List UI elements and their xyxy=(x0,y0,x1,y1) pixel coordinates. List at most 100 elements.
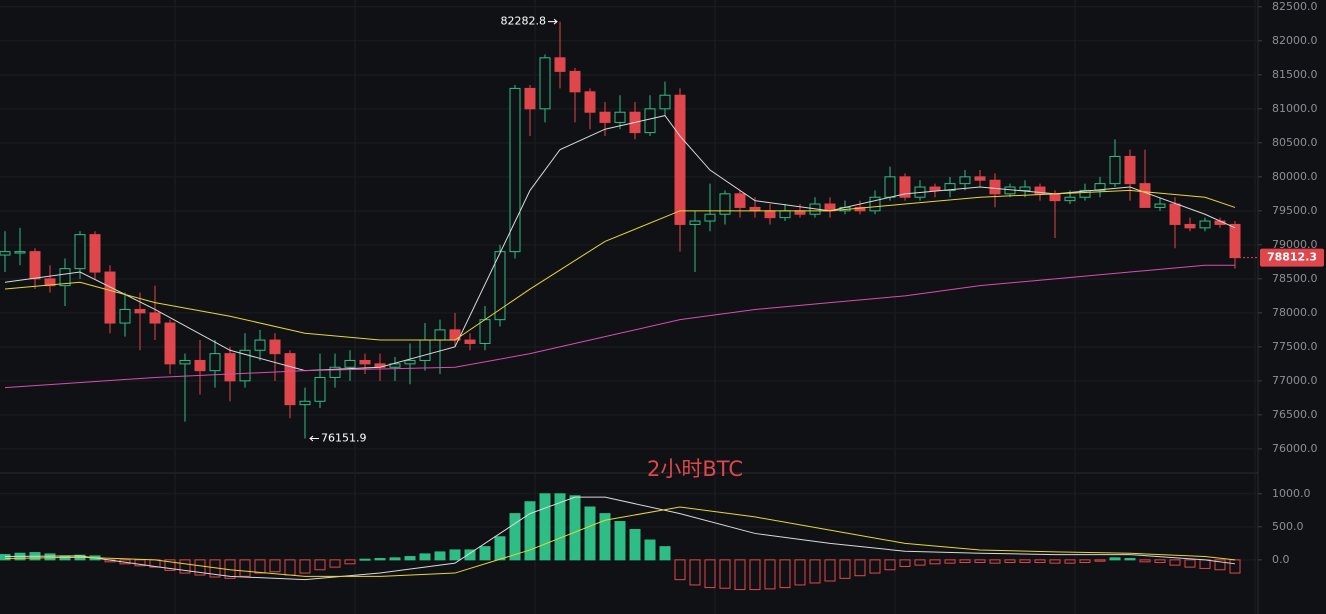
candle-body xyxy=(1139,183,1151,208)
candle-body xyxy=(359,359,371,365)
chart-title: 2小时BTC xyxy=(647,457,743,481)
macd-bar xyxy=(1079,559,1091,563)
macd-bar xyxy=(569,495,581,561)
macd-bar xyxy=(449,549,461,561)
candle-body xyxy=(509,87,521,253)
candle-body xyxy=(569,70,581,93)
y-tick-label: 82000.0 xyxy=(1272,34,1318,47)
macd-bar xyxy=(869,559,881,574)
candle-body xyxy=(1229,223,1241,259)
macd-bar xyxy=(1034,559,1046,563)
candle-body xyxy=(14,251,26,254)
macd-bar xyxy=(1094,559,1106,562)
candle-body xyxy=(1094,183,1106,191)
macd-bar xyxy=(989,559,1001,564)
candle-body xyxy=(1124,155,1136,185)
candle-body xyxy=(884,176,896,198)
candle-body xyxy=(329,366,341,378)
candle-body xyxy=(659,94,671,110)
y-tick-label: 0.0 xyxy=(1272,553,1290,566)
candle-body xyxy=(1169,203,1181,225)
candle-body xyxy=(794,210,806,215)
candle-body xyxy=(149,312,161,324)
macd-bar xyxy=(974,559,986,563)
macd-bar xyxy=(134,559,146,567)
macd-bar xyxy=(1124,558,1136,561)
candle-body xyxy=(764,210,776,219)
macd-bar xyxy=(764,559,776,590)
macd-bar xyxy=(1154,559,1166,563)
macd-bar xyxy=(899,559,911,567)
macd-bar xyxy=(1004,559,1016,563)
macd-bar xyxy=(779,559,791,589)
candle-body xyxy=(269,339,281,355)
candle-body xyxy=(524,87,536,110)
macd-bar xyxy=(359,558,371,561)
candle-body xyxy=(749,206,761,212)
candle-body xyxy=(389,363,401,368)
macd-bar xyxy=(839,559,851,579)
candle-body xyxy=(164,322,176,365)
candle-body xyxy=(194,359,206,372)
y-tick-label: 82500.0 xyxy=(1272,0,1318,13)
y-tick-label: 77500.0 xyxy=(1272,340,1318,353)
indicator-line xyxy=(4,496,1236,581)
candle-body xyxy=(44,278,56,287)
macd-bar xyxy=(374,558,386,561)
candle-body xyxy=(779,210,791,219)
y-tick-label: 500.0 xyxy=(1272,520,1304,533)
y-tick-label: 81000.0 xyxy=(1272,102,1318,115)
macd-bar xyxy=(44,553,56,561)
macd-bar xyxy=(719,559,731,589)
macd-bar xyxy=(434,551,446,561)
candle-body xyxy=(254,339,266,351)
candle-body xyxy=(299,400,311,406)
candle-body xyxy=(869,196,881,212)
candle-body xyxy=(554,57,566,72)
macd-bar xyxy=(1049,559,1061,564)
candle-body xyxy=(494,251,506,321)
macd-bar xyxy=(584,506,596,561)
y-tick-label: 1000.0 xyxy=(1272,487,1311,500)
last-price-label: 78812.3 xyxy=(1267,251,1317,264)
macd-bar xyxy=(164,559,176,571)
min-annotation: 76151.9 xyxy=(321,432,367,445)
macd-bar xyxy=(1139,559,1151,563)
macd-bar xyxy=(644,539,656,561)
macd-bar xyxy=(539,493,551,561)
macd-bar xyxy=(614,521,626,561)
candle-body xyxy=(1199,220,1211,229)
macd-bar xyxy=(1019,559,1031,563)
candle-body xyxy=(1049,193,1061,202)
macd-bar xyxy=(1109,557,1121,561)
y-tick-label: 80000.0 xyxy=(1272,170,1318,183)
last-price-tag xyxy=(1260,248,1324,267)
macd-bar xyxy=(1214,559,1226,571)
candle-body xyxy=(464,339,476,344)
candle-body xyxy=(539,57,551,110)
macd-bar xyxy=(344,559,356,565)
indicator-line xyxy=(4,506,1236,577)
candle-body xyxy=(719,193,731,215)
macd-bar xyxy=(269,559,281,573)
macd-bar xyxy=(794,559,806,586)
macd-bar xyxy=(944,559,956,564)
macd-bar xyxy=(1184,559,1196,568)
candle-body xyxy=(959,176,971,185)
macd-bar xyxy=(554,493,566,561)
macd-bar xyxy=(479,546,491,561)
macd-bar xyxy=(854,559,866,577)
macd-bar xyxy=(884,559,896,571)
candle-body xyxy=(314,376,326,402)
candle-body xyxy=(74,234,86,270)
candle-body xyxy=(1064,196,1076,202)
candle-body xyxy=(1034,186,1046,195)
candle-body xyxy=(284,353,296,406)
y-tick-label: 76000.0 xyxy=(1272,442,1318,455)
candle-body xyxy=(59,268,71,287)
macd-bar xyxy=(929,559,941,565)
macd-bar xyxy=(1064,559,1076,564)
candle-body xyxy=(224,353,236,382)
